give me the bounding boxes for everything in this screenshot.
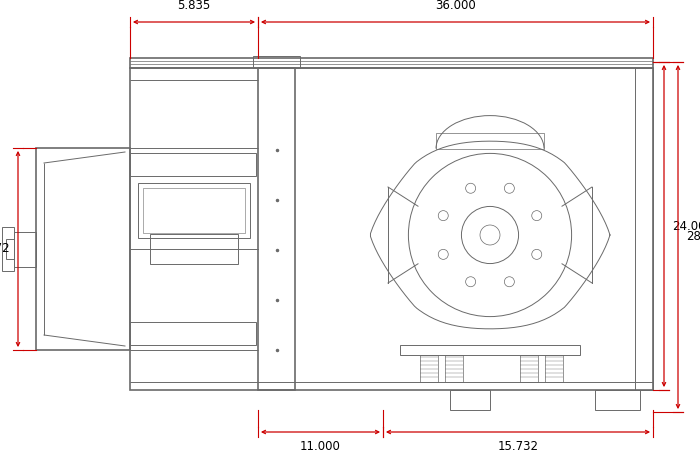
Bar	[258, 68, 295, 390]
Text: 5.835: 5.835	[177, 0, 211, 12]
Bar	[2, 227, 14, 271]
Bar	[150, 234, 238, 264]
Bar	[635, 68, 653, 390]
Bar	[520, 355, 538, 382]
Bar	[130, 58, 653, 68]
Bar	[6, 239, 14, 259]
Bar	[130, 68, 653, 390]
Bar	[595, 390, 640, 410]
Text: 11.000: 11.000	[300, 440, 341, 450]
Bar	[138, 183, 250, 238]
Text: 24.000: 24.000	[672, 220, 700, 233]
Text: 36.000: 36.000	[435, 0, 476, 12]
Bar	[130, 153, 256, 176]
Text: 15.732: 15.732	[498, 440, 538, 450]
Bar	[130, 322, 256, 345]
Bar	[14, 231, 36, 266]
Bar	[36, 148, 130, 350]
Bar	[420, 355, 438, 382]
Text: 28.260: 28.260	[686, 230, 700, 243]
Bar	[445, 355, 463, 382]
Bar	[545, 355, 563, 382]
Bar	[143, 188, 245, 233]
Bar	[436, 133, 544, 148]
Bar	[450, 390, 490, 410]
Text: 9.072: 9.072	[0, 243, 10, 256]
Bar	[400, 345, 580, 355]
Bar	[253, 56, 300, 68]
